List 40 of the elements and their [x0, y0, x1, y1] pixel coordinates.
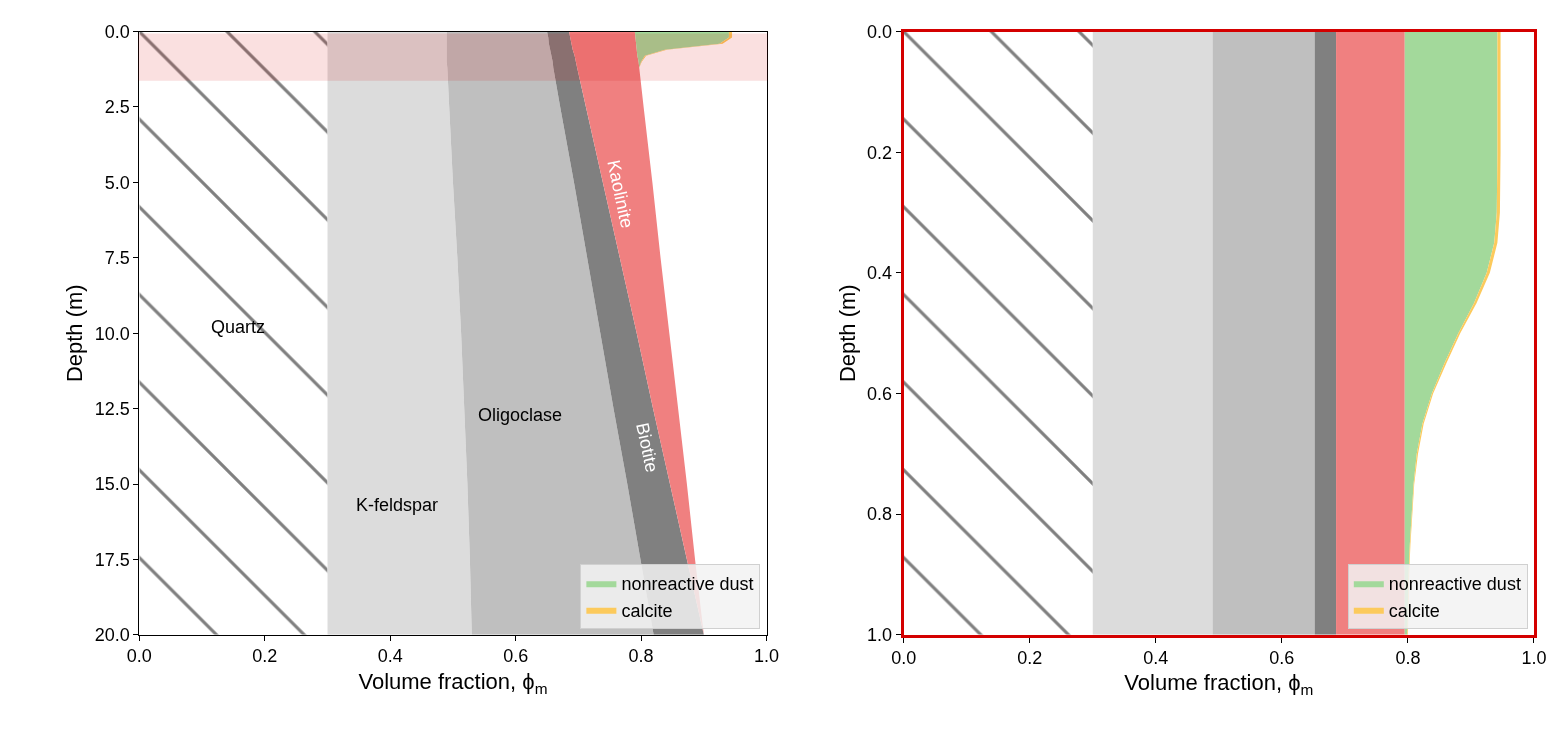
annotation: Biotite	[632, 420, 663, 475]
y-tick-label: 0.8	[867, 504, 893, 525]
x-tick-label: 0.2	[1017, 648, 1043, 669]
y-tick-label: 0.2	[867, 142, 893, 163]
x-tick-label: 0.8	[1395, 648, 1421, 669]
x-tick-label: 1.0	[1521, 648, 1547, 669]
y-tick-label: 20.0	[94, 625, 130, 646]
y-tick-label: 17.5	[94, 549, 130, 570]
y-tick-label: 2.5	[104, 97, 130, 118]
x-tick-label: 0.6	[1269, 648, 1295, 669]
legend-label: calcite	[621, 600, 673, 621]
y-tick-label: 15.0	[94, 474, 130, 495]
y-tick-label: 7.5	[104, 248, 130, 269]
annotation: Kaolinite	[603, 158, 638, 230]
y-tick-label: 1.0	[867, 625, 893, 646]
x-axis-title: Volume fraction, ϕ$_{m}$	[1124, 670, 1314, 698]
annotation: Quartz	[211, 317, 266, 337]
legend-label: calcite	[1388, 600, 1440, 621]
x-tick-label: 1.0	[754, 646, 780, 667]
y-tick-label: 0.0	[104, 21, 130, 42]
annotation: K-feldspar	[356, 495, 439, 515]
y-axis-title: Depth (m)	[834, 284, 860, 383]
y-tick-label: 0.4	[867, 263, 893, 284]
x-tick-label: 0.2	[252, 646, 278, 667]
x-tick-label: 0.6	[503, 646, 529, 667]
y-tick-label: 0.6	[867, 383, 893, 404]
x-tick-label: 0.0	[891, 648, 917, 669]
y-tick-label: 10.0	[94, 323, 130, 344]
annotation: Oligoclase	[478, 405, 563, 425]
x-tick-label: 0.4	[1143, 648, 1169, 669]
y-axis-title: Depth (m)	[61, 284, 87, 383]
x-tick-label: 0.8	[628, 646, 654, 667]
x-axis-title: Volume fraction, ϕ$_{m}$	[358, 669, 548, 697]
y-tick-label: 12.5	[94, 398, 130, 419]
x-tick-label: 0.0	[126, 646, 152, 667]
legend-label: nonreactive dust	[621, 574, 754, 595]
y-tick-label: 0.0	[867, 21, 893, 42]
x-tick-label: 0.4	[377, 646, 403, 667]
y-tick-label: 5.0	[104, 172, 130, 193]
legend-label: nonreactive dust	[1388, 574, 1521, 595]
